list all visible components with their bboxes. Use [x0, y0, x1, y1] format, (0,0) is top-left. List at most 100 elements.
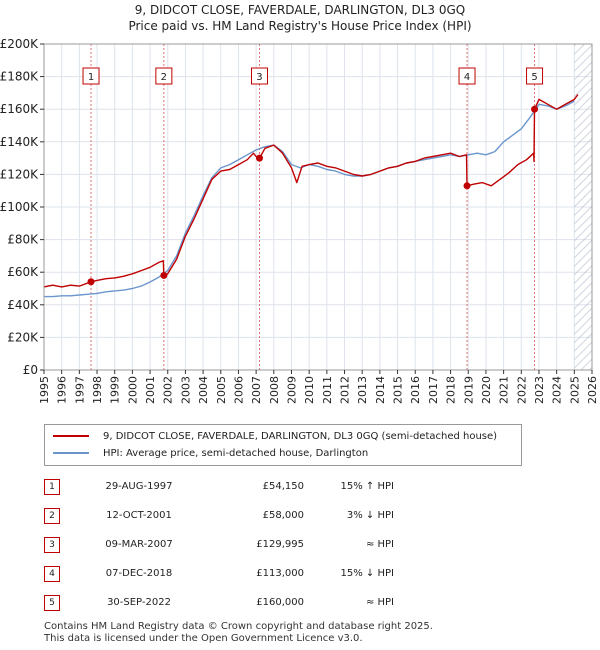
sale-marker-box — [250, 67, 268, 85]
sale-price: £129,995 — [256, 539, 304, 550]
x-tick-label: 2019 — [462, 376, 475, 404]
sale-hpi-comparison: 15% ↓ HPI — [340, 568, 394, 579]
x-tick-label: 2002 — [162, 376, 175, 404]
x-tick-label: 2003 — [179, 376, 192, 404]
x-tick-label: 1996 — [56, 376, 69, 404]
legend-swatch-property — [53, 435, 89, 437]
sale-marker-box — [526, 67, 544, 85]
legend-label-hpi: HPI: Average price, semi-detached house,… — [103, 447, 369, 459]
sales-row: 1 29-AUG-1997 £54,150 15% ↑ HPI — [44, 472, 394, 501]
sale-point — [255, 154, 263, 162]
y-tick-label: £200K — [0, 37, 39, 51]
x-tick-label: 2015 — [392, 376, 405, 404]
x-tick-label: 2013 — [356, 376, 369, 404]
chart-legend: 9, DIDCOT CLOSE, FAVERDALE, DARLINGTON, … — [44, 424, 522, 466]
sale-number: 1 — [44, 478, 60, 495]
sale-number: 5 — [44, 594, 60, 611]
sale-price: £58,000 — [262, 510, 304, 521]
sale-point — [463, 182, 471, 190]
x-tick-label: 2011 — [321, 376, 334, 404]
legend-item-property: 9, DIDCOT CLOSE, FAVERDALE, DARLINGTON, … — [53, 429, 497, 443]
x-tick-label: 2006 — [232, 376, 245, 404]
chart-title: 9, DIDCOT CLOSE, FAVERDALE, DARLINGTON, … — [134, 3, 466, 17]
sale-marker-label: 3 — [256, 72, 262, 83]
x-tick-label: 2004 — [197, 376, 210, 404]
x-tick-label: 2001 — [144, 376, 157, 404]
footer-copyright: Contains HM Land Registry data © Crown c… — [44, 621, 433, 632]
sale-date: 09-MAR-2007 — [105, 539, 173, 550]
x-tick-label: 1995 — [38, 376, 51, 404]
sale-number: 2 — [44, 507, 60, 524]
sale-date: 07-DEC-2018 — [105, 568, 173, 579]
x-tick-label: 2020 — [480, 376, 493, 404]
y-tick-label: £0 — [23, 363, 38, 377]
x-tick-label: 2005 — [215, 376, 228, 404]
x-tick-label: 2014 — [374, 376, 387, 404]
sale-date: 12-OCT-2001 — [106, 510, 172, 521]
y-tick-label: £180K — [0, 70, 39, 84]
y-tick-label: £140K — [0, 135, 39, 149]
x-tick-label: 1997 — [73, 376, 86, 404]
x-tick-label: 2018 — [445, 376, 458, 404]
footer-licence: This data is licensed under the Open Gov… — [44, 633, 363, 644]
x-tick-label: 1999 — [109, 376, 122, 404]
sale-price: £54,150 — [262, 481, 304, 492]
sale-point — [531, 105, 539, 113]
sale-marker-box — [155, 67, 173, 85]
sale-marker-label: 1 — [88, 72, 94, 83]
sale-point — [87, 278, 95, 286]
sales-row: 2 12-OCT-2001 £58,000 3% ↓ HPI — [44, 501, 394, 530]
legend-item-hpi: HPI: Average price, semi-detached house,… — [53, 446, 368, 460]
price-chart: 1 2 3 4 5 £0 £20K £40K £60K £80K £100K £120K £140K £1… — [0, 37, 599, 404]
x-tick-label: 2012 — [339, 376, 352, 404]
x-tick-label: 2010 — [303, 376, 316, 404]
sale-point — [160, 271, 168, 279]
x-tick-label: 2000 — [126, 376, 139, 404]
y-tick-label: £20K — [7, 330, 39, 344]
sale-marker-label: 2 — [161, 72, 167, 83]
sale-hpi-comparison: 3% ↓ HPI — [346, 510, 394, 521]
sale-marker-label: 4 — [464, 72, 470, 83]
x-tick-label: 2016 — [409, 376, 422, 404]
sale-marker-box — [458, 67, 476, 85]
x-tick-label: 1998 — [91, 376, 104, 404]
y-tick-label: £120K — [0, 167, 39, 181]
x-tick-label: 2026 — [586, 376, 599, 404]
footer: Contains HM Land Registry data © Crown c… — [44, 621, 433, 645]
property-price-line — [44, 94, 579, 288]
x-tick-label: 2007 — [250, 376, 263, 404]
sale-date: 29-AUG-1997 — [105, 481, 173, 492]
sale-price: £113,000 — [256, 568, 304, 579]
sale-marker-label: 5 — [531, 72, 537, 83]
sales-row: 4 07-DEC-2018 £113,000 15% ↓ HPI — [44, 559, 394, 588]
sales-row: 5 30-SEP-2022 £160,000 ≈ HPI — [44, 588, 394, 617]
legend-swatch-hpi — [53, 452, 89, 454]
y-tick-label: £80K — [7, 233, 39, 247]
chart-subtitle: Price paid vs. HM Land Registry's House … — [128, 19, 472, 33]
future-region — [574, 44, 592, 370]
sale-number: 3 — [44, 536, 60, 553]
sale-hpi-comparison: ≈ HPI — [365, 597, 394, 608]
x-tick-label: 2025 — [568, 376, 581, 404]
x-tick-label: 2023 — [533, 376, 546, 404]
y-tick-label: £100K — [0, 200, 39, 214]
sale-hpi-comparison: 15% ↑ HPI — [340, 481, 394, 492]
x-tick-label: 2024 — [551, 376, 564, 404]
sale-marker-box — [82, 67, 100, 85]
x-tick-label: 2021 — [498, 376, 511, 404]
sales-row: 3 09-MAR-2007 £129,995 ≈ HPI — [44, 530, 394, 559]
x-tick-label: 2017 — [427, 376, 440, 404]
x-tick-label: 2008 — [268, 376, 281, 404]
sale-hpi-comparison: ≈ HPI — [365, 539, 394, 550]
series-group — [44, 94, 579, 298]
legend-label-property: 9, DIDCOT CLOSE, FAVERDALE, DARLINGTON, … — [103, 430, 498, 442]
x-tick-label: 2009 — [285, 376, 298, 404]
sale-number: 4 — [44, 565, 60, 582]
x-tick-label: 2022 — [515, 376, 528, 404]
y-tick-label: £160K — [0, 102, 39, 116]
y-tick-label: £60K — [7, 265, 39, 279]
y-tick-label: £40K — [7, 298, 39, 312]
sales-table: 1 29-AUG-1997 £54,150 15% ↑ HPI 2 12-OCT-2001… — [44, 472, 394, 617]
sale-date: 30-SEP-2022 — [107, 597, 171, 608]
sale-price: £160,000 — [256, 597, 304, 608]
